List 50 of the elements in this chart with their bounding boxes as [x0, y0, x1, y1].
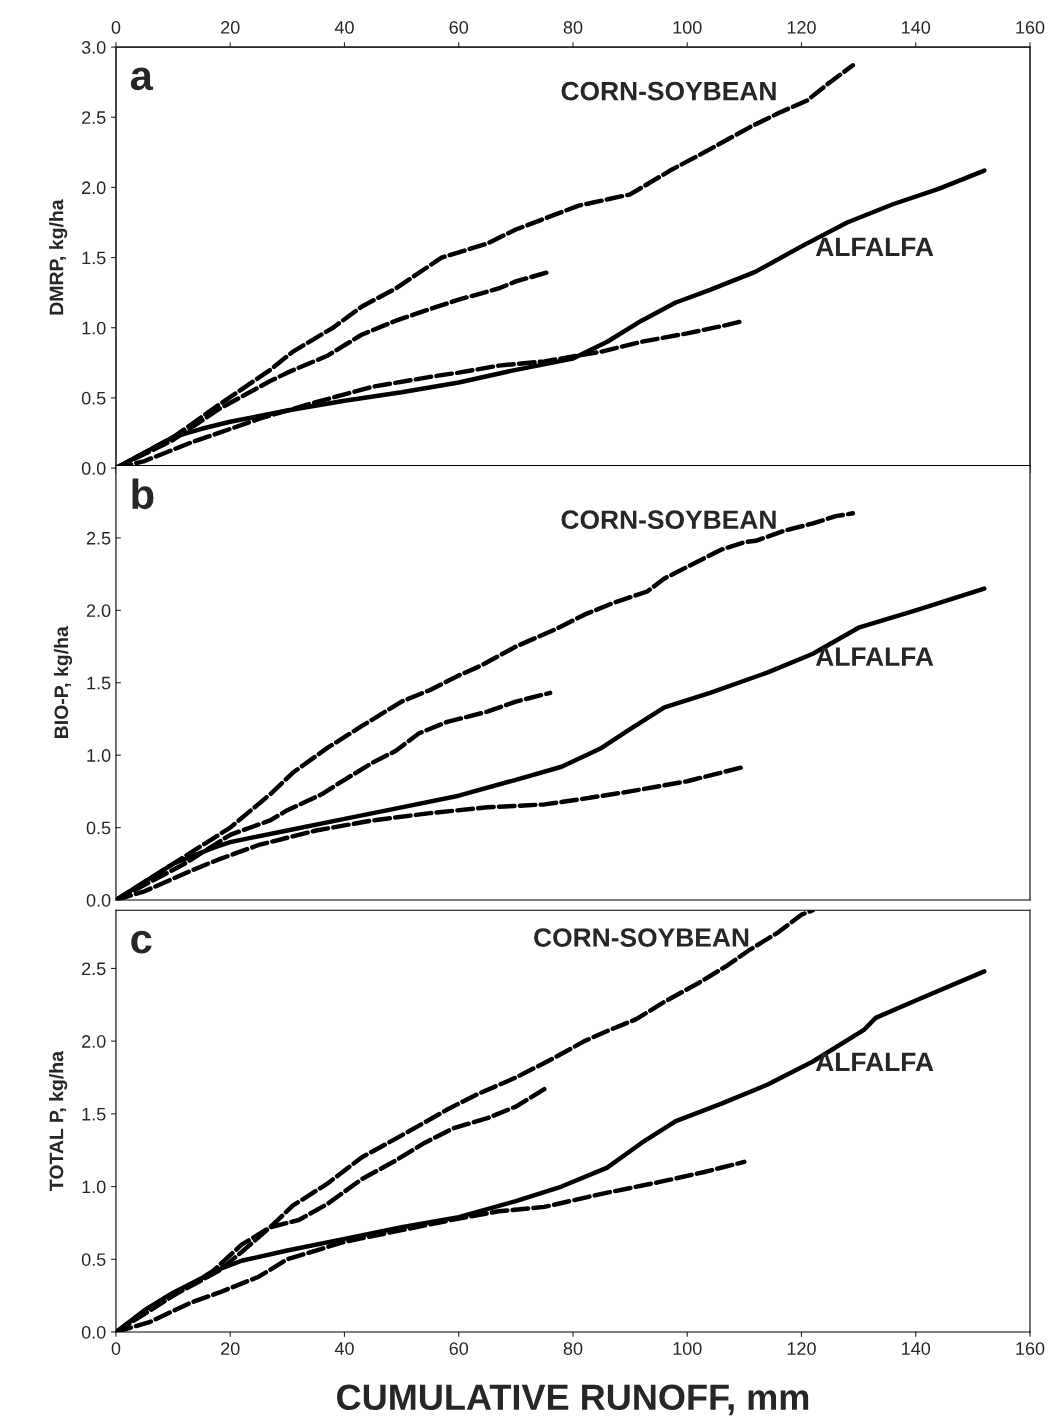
y-tick-label: 1.0: [82, 321, 106, 335]
y-tick-label: 3.0: [81, 41, 106, 54]
x2-tick-label: 160: [1016, 21, 1045, 34]
x2-tick-label: 80: [563, 21, 583, 34]
x-tick-label: 140: [902, 1342, 931, 1355]
annotation: CORN-SOYBEAN: [534, 928, 749, 947]
y-tick-label: 2.5: [82, 962, 106, 976]
x-tick-label: 40: [334, 1342, 354, 1355]
y-tick-label: 1.5: [82, 251, 106, 265]
y-tick-label: 0.5: [81, 1253, 106, 1266]
y-tick-label: 2.0: [82, 1035, 106, 1048]
x2-tick-label: 20: [221, 21, 240, 34]
y-tick-label: 0.0: [86, 893, 111, 907]
x2-tick-label: 140: [902, 21, 931, 34]
chart-title: b: [132, 478, 154, 510]
annotation: CORN-SOYBEAN: [561, 510, 776, 530]
y-tick-label: 2.5: [82, 111, 106, 124]
x-tick-label: 20: [221, 1342, 240, 1355]
chart-title: c: [131, 930, 152, 954]
y-tick-label: 2.5: [86, 531, 111, 545]
x-tick-label: 0: [111, 1342, 121, 1355]
x2-tick-label: 60: [449, 21, 469, 34]
annotation: CORN-SOYBEAN: [561, 81, 776, 101]
annotation: ALFALFA: [815, 1052, 934, 1072]
y-tick-label: 1.0: [82, 1180, 106, 1194]
y-tick-label: 0.0: [81, 1325, 106, 1339]
y-tick-label: 2.0: [86, 604, 111, 618]
y-tick-label: 0.5: [86, 821, 111, 835]
x2-tick-label: 100: [673, 21, 702, 34]
x-axis-title: CUMULATIVE RUNOFF, mm: [337, 1384, 809, 1416]
y-axis-title: DMRP, kg/ha: [49, 199, 68, 315]
x-tick-label: 60: [449, 1342, 469, 1355]
y-tick-label: 2.0: [82, 181, 106, 195]
chart-title: a: [130, 67, 154, 91]
y-axis-title: BIO-P, kg/ha: [53, 626, 73, 738]
x2-tick-label: 0: [111, 21, 121, 34]
y-tick-label: 1.5: [82, 1107, 106, 1121]
y-axis-title: TOTAL P, kg/ha: [49, 1050, 68, 1191]
annotation: ALFALFA: [815, 237, 934, 256]
x2-tick-label: 120: [787, 21, 816, 34]
x2-tick-label: 40: [334, 21, 354, 34]
annotation: ALFALFA: [815, 647, 934, 666]
x-tick-label: 120: [787, 1342, 816, 1355]
x-tick-label: 80: [563, 1342, 583, 1355]
x-tick-label: 100: [673, 1342, 702, 1355]
x-tick-label: 160: [1016, 1342, 1045, 1355]
y-tick-label: 1.0: [87, 749, 111, 762]
y-tick-label: 1.5: [87, 676, 111, 690]
y-tick-label: 0.5: [81, 391, 106, 405]
y-tick-label: 0.0: [81, 461, 106, 475]
